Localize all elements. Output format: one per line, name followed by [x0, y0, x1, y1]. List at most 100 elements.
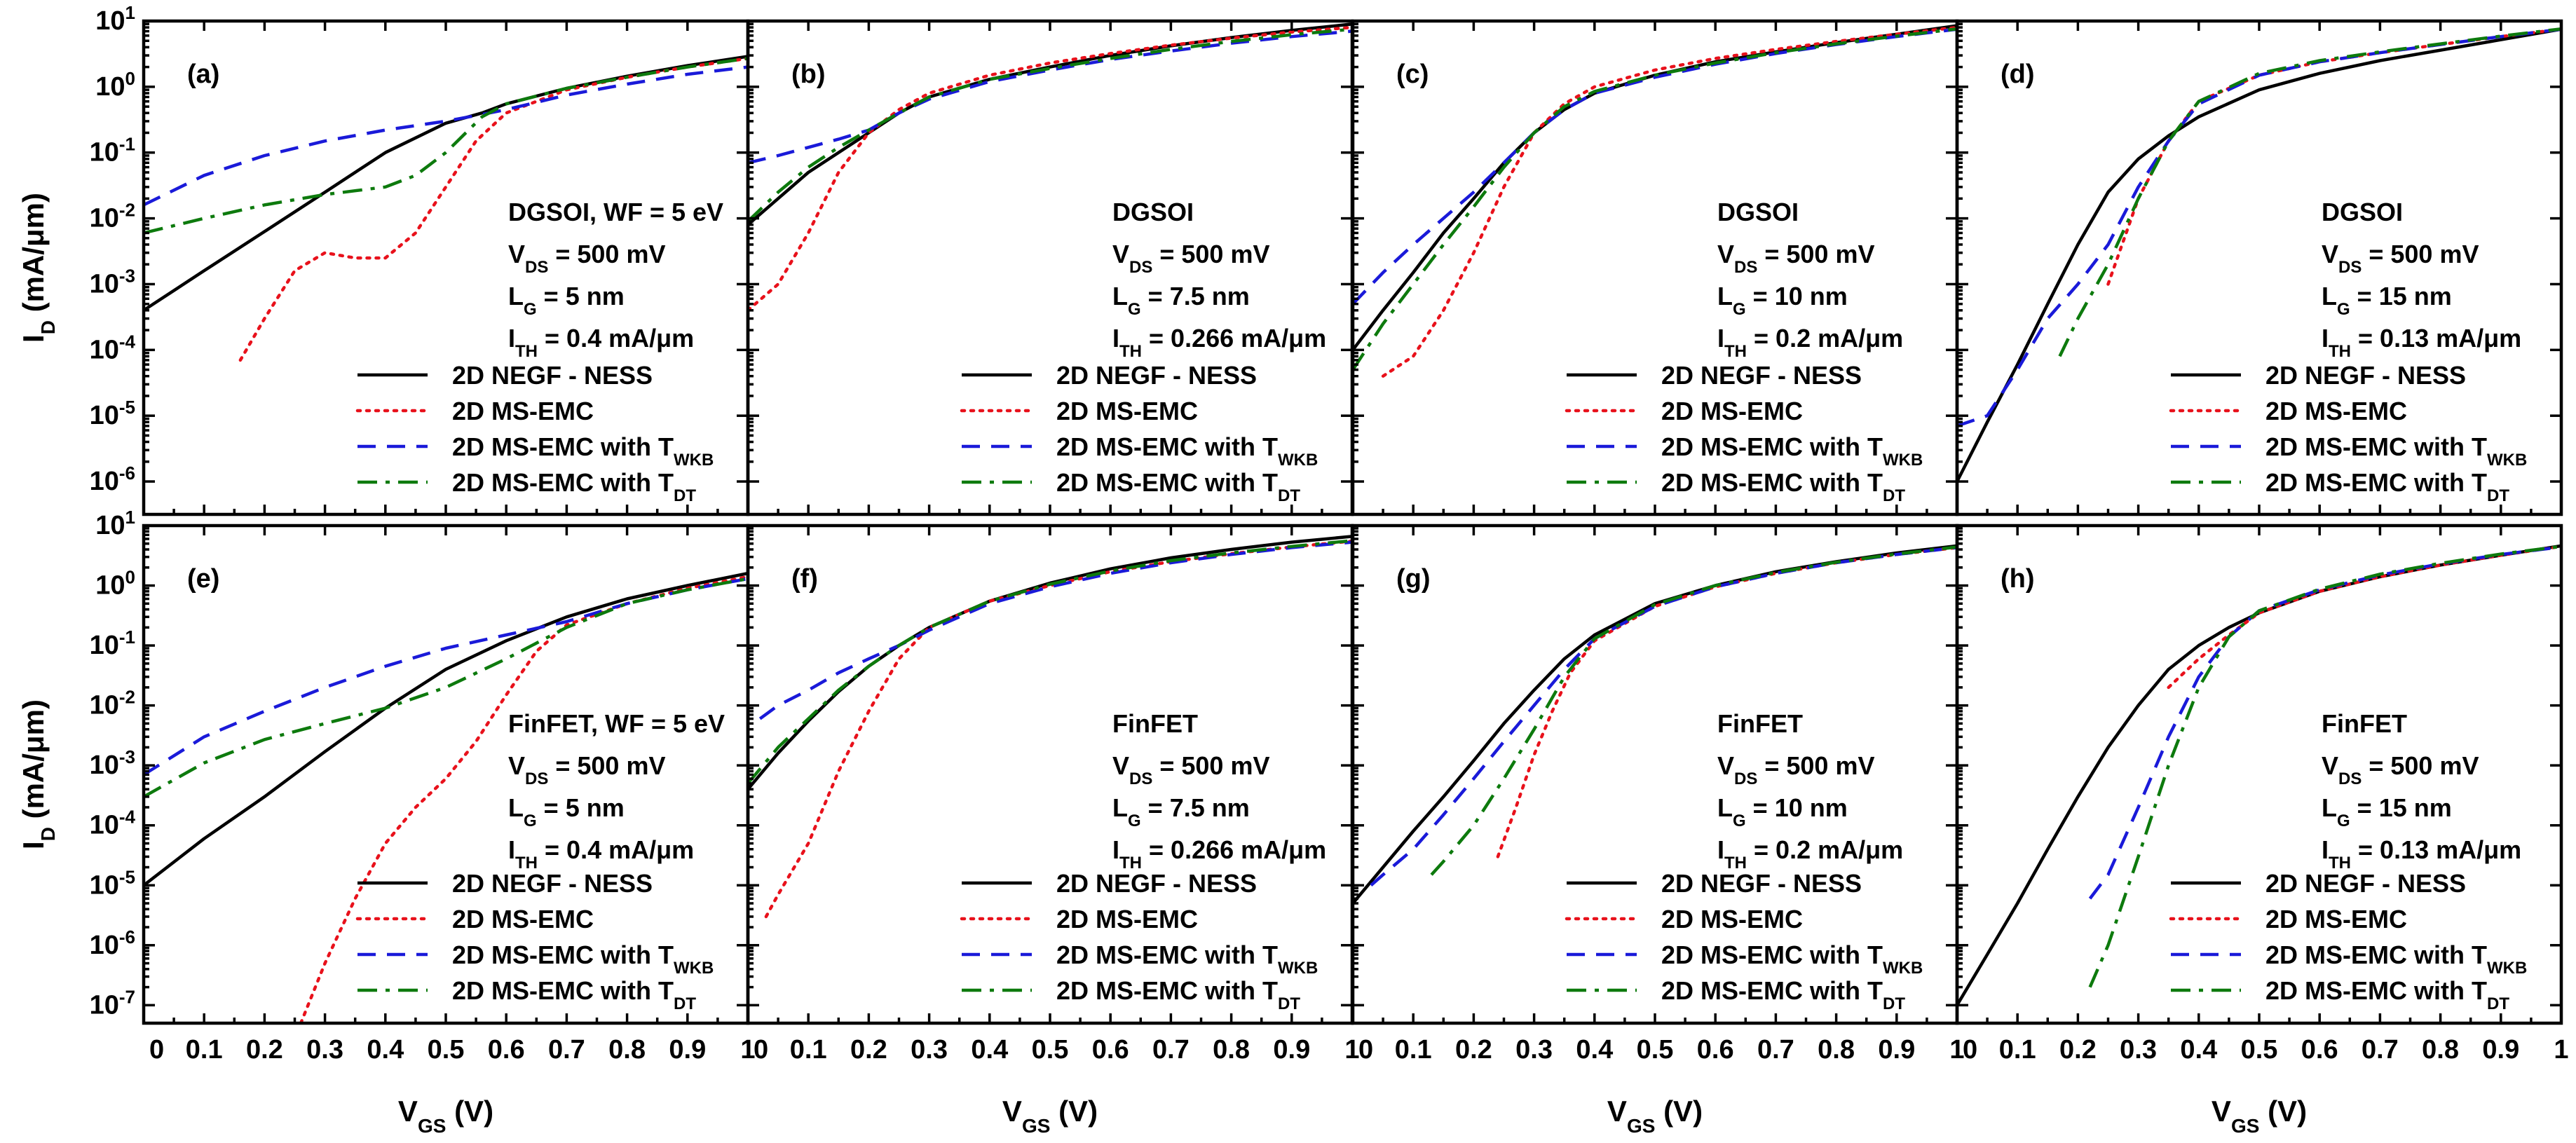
x-tick-label: 0.4	[367, 1035, 404, 1065]
x-tick-label: 0.6	[2301, 1035, 2338, 1065]
series-group	[1957, 544, 2561, 1006]
x-tick-label: 0.2	[2059, 1035, 2097, 1065]
series-line-wkb	[1957, 27, 2561, 427]
legend-label-wkb: 2D MS-EMC with TWKB	[1661, 940, 1923, 978]
legend-label-dt: 2D MS-EMC with TDT	[1661, 976, 1905, 1013]
x-tick-label: 0.3	[2120, 1035, 2157, 1065]
x-tick-label: 0.4	[2180, 1035, 2217, 1065]
x-tick-label: 0	[1358, 1035, 1373, 1065]
series-line-wkb	[144, 65, 748, 207]
series-group	[1353, 24, 1957, 378]
y-tick-label: 101	[95, 507, 135, 540]
legend-label-negf: 2D NEGF - NESS	[452, 361, 653, 390]
x-tick-label: 0.2	[246, 1035, 283, 1065]
legend-label-msemc: 2D MS-EMC	[1056, 905, 1198, 933]
legend-label-msemc: 2D MS-EMC	[452, 905, 594, 933]
legend-label-negf: 2D NEGF - NESS	[1661, 361, 1862, 390]
panel-h: 0 0.1 0.2 0.3 0.4 0.5 0.6 0.7 0.8 0.9 1 (h) FinFET VD…	[1955, 523, 2569, 1065]
series-line-negf	[748, 22, 1352, 226]
legend-label-wkb: 2D MS-EMC with TWKB	[1056, 432, 1318, 470]
x-tick-label: 0.4	[971, 1035, 1008, 1065]
x-tick-label: 0.7	[1152, 1035, 1190, 1065]
series-line-wkb	[1353, 27, 1957, 306]
x-tick-label: 0.9	[1878, 1035, 1915, 1065]
info-lg: LG = 7.5 nm	[1112, 793, 1250, 830]
series-line-dt	[2088, 545, 2561, 988]
y-tick-label: 10-1	[90, 627, 135, 660]
panel-d: (d) DGSOI VDS = 500 mV LG = 15 nm ITH = 0.13…	[1955, 19, 2563, 516]
series-line-dt	[748, 27, 1352, 223]
legend-label-msemc: 2D MS-EMC	[1661, 397, 1803, 425]
series-group	[748, 22, 1352, 313]
y-tick-label: 10-5	[90, 866, 135, 900]
panel-letter: (g)	[1396, 564, 1431, 594]
legend-label-msemc: 2D MS-EMC	[2265, 397, 2407, 425]
x-axis-title: VGS (V)	[398, 1095, 493, 1137]
info-lg: LG = 15 nm	[2322, 282, 2452, 319]
x-tick-label: 0.1	[1999, 1035, 2036, 1065]
x-tick-label: 0.4	[1576, 1035, 1613, 1065]
series-line-msemc	[2167, 545, 2561, 690]
info-ith: ITH = 0.13 mA/μm	[2322, 324, 2521, 361]
x-tick-label: 0.5	[2241, 1035, 2278, 1065]
legend-label-msemc: 2D MS-EMC	[1661, 905, 1803, 933]
legend: 2D NEGF - NESS 2D MS-EMC 2D MS-EMC with TW…	[960, 869, 1318, 1013]
legend-label-dt: 2D MS-EMC with TDT	[1056, 976, 1300, 1013]
legend-label-dt: 2D MS-EMC with TDT	[1661, 468, 1905, 505]
y-tick-label: 10-3	[90, 746, 135, 780]
info-vds: VDS = 500 mV	[1717, 751, 1874, 788]
x-tick-label: 1	[740, 1035, 755, 1065]
info-device: DGSOI	[2322, 198, 2403, 226]
y-tick-label: 10-6	[90, 926, 135, 960]
x-tick-label: 0.3	[1515, 1035, 1553, 1065]
y-axis-title: ID (mA/μm)	[17, 193, 59, 343]
legend-label-negf: 2D NEGF - NESS	[1661, 869, 1862, 898]
x-tick-label: 0.5	[428, 1035, 465, 1065]
legend-label-wkb: 2D MS-EMC with TWKB	[452, 940, 714, 978]
legend-label-dt: 2D MS-EMC with TDT	[452, 976, 696, 1013]
x-tick-label: 0	[1963, 1035, 1977, 1065]
x-axis-title: VGS (V)	[2212, 1095, 2307, 1137]
info-ith: ITH = 0.4 mA/μm	[508, 835, 694, 872]
info-device: DGSOI	[1112, 198, 1194, 226]
x-tick-label: 0.2	[1455, 1035, 1492, 1065]
series-line-negf	[144, 55, 748, 312]
info-device: DGSOI, WF = 5 eV	[508, 198, 723, 226]
panel-c: (c) DGSOI VDS = 500 mV LG = 10 nm ITH = 0.2 …	[1351, 19, 1959, 516]
x-tick-label: 0	[754, 1035, 768, 1065]
legend-label-msemc: 2D MS-EMC	[1056, 397, 1198, 425]
x-tick-label: 0.6	[488, 1035, 525, 1065]
panel-letter: (e)	[187, 564, 219, 594]
panel-letter: (h)	[2001, 564, 2035, 594]
info-vds: VDS = 500 mV	[2322, 240, 2479, 277]
series-group	[748, 535, 1352, 919]
series-line-msemc	[748, 25, 1352, 313]
x-tick-label: 0.3	[911, 1035, 948, 1065]
legend: 2D NEGF - NESS 2D MS-EMC 2D MS-EMC with TW…	[2169, 361, 2527, 505]
legend-label-wkb: 2D MS-EMC with TWKB	[452, 432, 714, 470]
x-tick-label: 1	[1949, 1035, 1964, 1065]
legend-label-msemc: 2D MS-EMC	[2265, 905, 2407, 933]
x-tick-label: 1	[2554, 1035, 2568, 1065]
y-tick-label: 10-4	[90, 807, 136, 840]
panel-f: 0 0.1 0.2 0.3 0.4 0.5 0.6 0.7 0.8 0.9 1 (f) FinFET VD…	[746, 523, 1360, 1065]
x-tick-label: 0.6	[1092, 1035, 1129, 1065]
y-tick-label: 100	[95, 567, 135, 601]
x-tick-label: 0.2	[850, 1035, 887, 1065]
legend-label-wkb: 2D MS-EMC with TWKB	[1056, 940, 1318, 978]
y-tick-label: 100	[95, 68, 135, 102]
x-tick-label: 0.8	[1213, 1035, 1250, 1065]
legend-label-negf: 2D NEGF - NESS	[1056, 361, 1257, 390]
x-tick-label: 0	[149, 1035, 164, 1065]
info-device: FinFET	[1717, 709, 1803, 738]
legend: 2D NEGF - NESS 2D MS-EMC 2D MS-EMC with TW…	[960, 361, 1318, 505]
series-group	[144, 571, 748, 1023]
legend: 2D NEGF - NESS 2D MS-EMC 2D MS-EMC with TW…	[355, 361, 714, 505]
info-ith: ITH = 0.266 mA/μm	[1112, 324, 1326, 361]
info-lg: LG = 5 nm	[508, 282, 625, 319]
legend-label-wkb: 2D MS-EMC with TWKB	[2265, 432, 2527, 470]
legend-label-dt: 2D MS-EMC with TDT	[1056, 468, 1300, 505]
y-tick-label: 10-5	[90, 397, 135, 430]
info-lg: LG = 5 nm	[508, 793, 625, 830]
series-group	[1957, 27, 2561, 483]
